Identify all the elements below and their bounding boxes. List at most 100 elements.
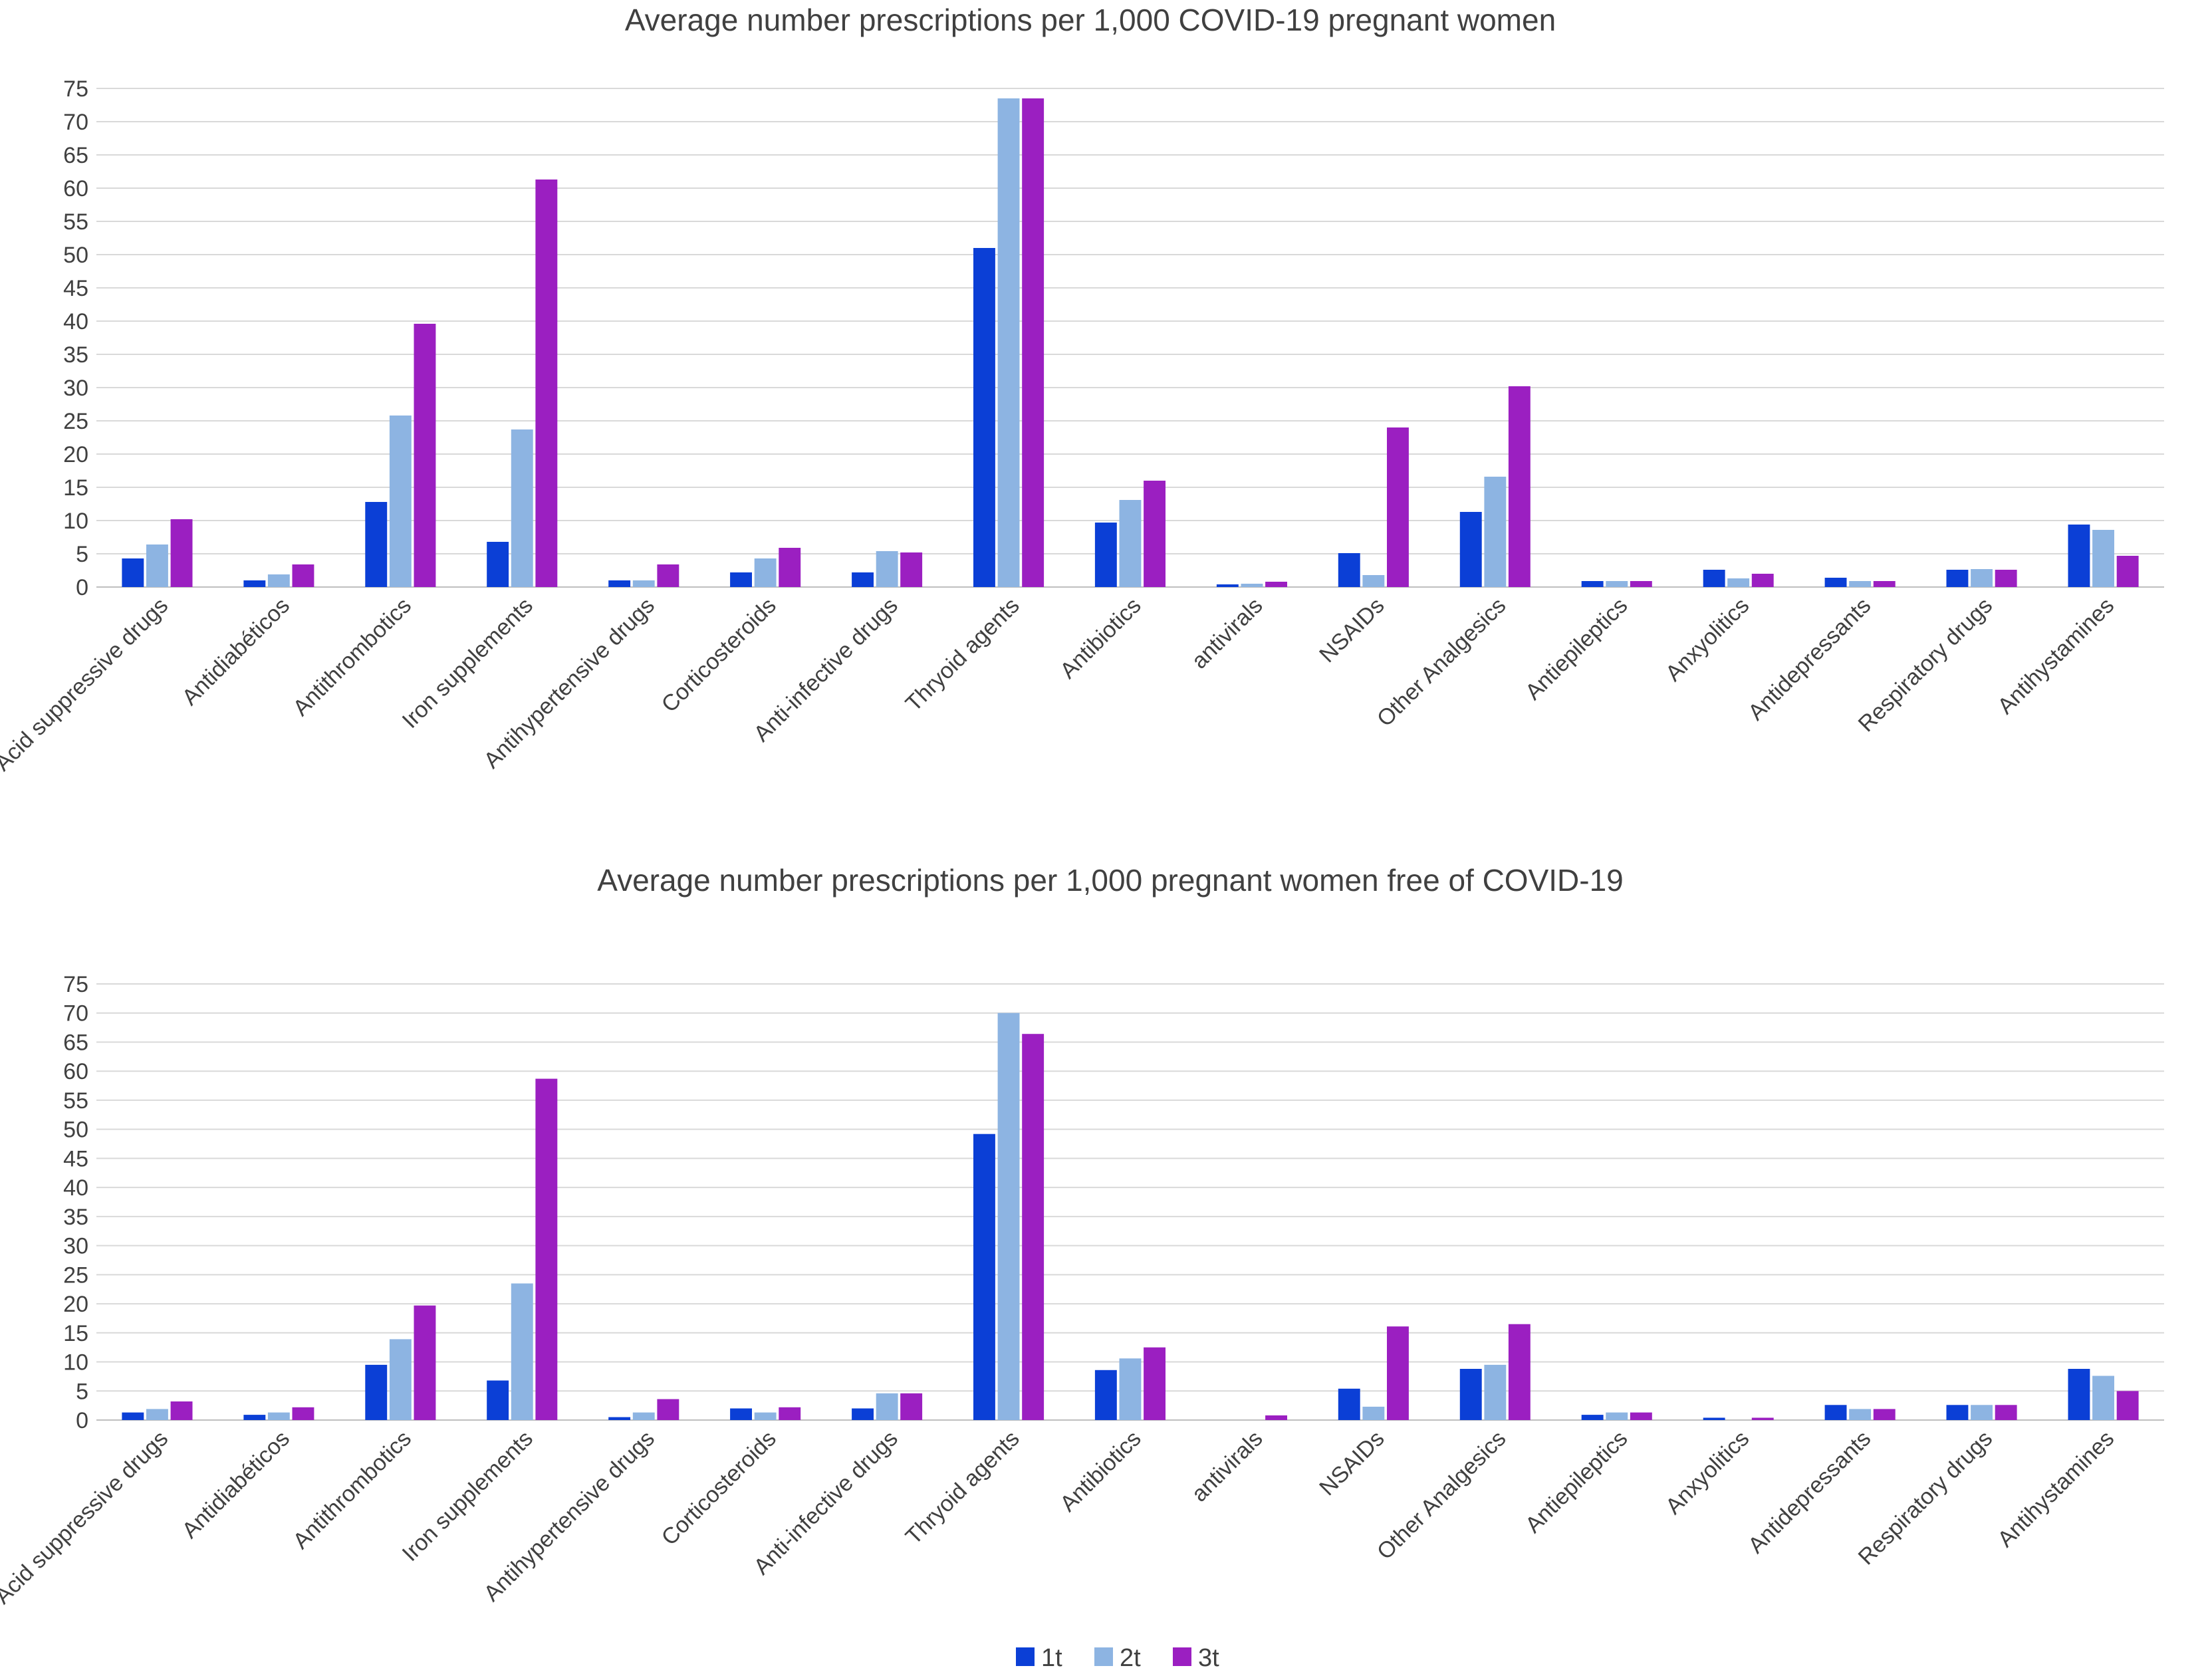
y-tick-label: 10 <box>63 509 88 534</box>
y-tick-label: 30 <box>63 376 88 401</box>
x-tick-label: Antidiabéticos <box>178 1426 295 1544</box>
bar-3t-corticosteroids <box>779 1407 801 1420</box>
y-tick-label: 60 <box>63 176 88 201</box>
bar-1t-acid-suppressive-drugs <box>122 1412 144 1420</box>
bar-2t-antihypertensive-drugs <box>632 580 655 587</box>
y-tick-label: 35 <box>63 342 88 368</box>
bar-1t-antithrombotics <box>365 1364 388 1420</box>
legend-swatch-3t <box>1173 1647 1191 1666</box>
legend-label-1t: 1t <box>1041 1644 1062 1672</box>
x-tick-label: Corticosteroids <box>657 1426 781 1550</box>
bar-2t-other-analgesics <box>1484 1364 1507 1420</box>
chart-bottom-gridlines <box>96 983 2164 1421</box>
bar-2t-anti-infective-drugs <box>876 551 898 587</box>
x-tick-label: Antiepileptics <box>1521 593 1633 705</box>
bar-3t-antithrombotics <box>414 324 436 587</box>
bar-1t-thryoid-agents <box>973 1134 995 1420</box>
bar-1t-respiratory-drugs <box>1946 570 1969 587</box>
legend-label-2t: 2t <box>1120 1644 1141 1672</box>
x-tick-label: Thryoid agents <box>901 593 1025 717</box>
bar-2t-antithrombotics <box>389 1339 412 1420</box>
bar-1t-antiepileptics <box>1581 1415 1604 1420</box>
bar-1t-antihypertensive-drugs <box>608 1417 631 1420</box>
x-tick-label: Anxyolitics <box>1661 1426 1754 1519</box>
x-tick-label: Iron supplements <box>398 593 538 733</box>
bar-2t-respiratory-drugs <box>1971 569 1993 587</box>
bar-1t-antibiotics <box>1094 1370 1117 1420</box>
bar-3t-respiratory-drugs <box>1995 1405 2017 1420</box>
bar-2t-antithrombotics <box>389 416 412 587</box>
y-tick-label: 30 <box>63 1234 88 1259</box>
y-tick-label: 5 <box>76 542 88 567</box>
bar-3t-acid-suppressive-drugs <box>170 1401 193 1420</box>
chart-top-gridlines <box>96 88 2164 588</box>
x-tick-label: Acid suppressive drugs <box>0 593 173 776</box>
bar-3t-antibiotics <box>1144 1347 1166 1420</box>
chart-top-x-ticks: Acid suppressive drugs AntidiabéticosAnti… <box>0 593 2119 776</box>
chart-bottom-y-ticks: 0 5 10 15 20 25 30 35 40 45 50 55 60 65 70 75 <box>63 972 88 1433</box>
y-tick-label: 0 <box>76 1408 88 1433</box>
bar-1t-antithrombotics <box>365 502 388 587</box>
x-tick-label: Antihystamines <box>1993 593 2119 719</box>
bar-1t-other-analgesics <box>1459 512 1482 587</box>
y-tick-label: 75 <box>63 972 88 997</box>
bar-3t-thryoid-agents <box>1022 1034 1044 1420</box>
bar-1t-antidepressants <box>1824 578 1847 587</box>
bar-2t-thryoid-agents <box>997 1013 1020 1420</box>
bar-1t-anti-infective-drugs <box>852 572 874 587</box>
bar-2t-anxyolitics <box>1727 578 1750 587</box>
x-tick-label: Other Analgesics <box>1372 1426 1511 1565</box>
x-tick-label: Antihystamines <box>1993 1426 2119 1552</box>
x-tick-label: NSAIDs <box>1314 593 1389 667</box>
bar-1t-antihystamines <box>2068 1369 2090 1420</box>
bar-3t-antidiabeticos <box>292 1407 314 1420</box>
legend: 1t 2t 3t <box>1016 1644 1219 1672</box>
bar-2t-thryoid-agents <box>997 98 1020 587</box>
chart-top-title: Average number prescriptions per 1,000 C… <box>625 3 1556 37</box>
y-tick-label: 45 <box>63 276 88 301</box>
y-tick-label: 10 <box>63 1350 88 1376</box>
x-tick-label: Anxyolitics <box>1661 593 1754 686</box>
bar-3t-antihystamines <box>2116 1391 2139 1420</box>
y-tick-label: 60 <box>63 1059 88 1084</box>
bar-3t-antivirals <box>1265 582 1287 587</box>
x-tick-label: Iron supplements <box>398 1426 538 1566</box>
bar-2t-corticosteroids <box>754 558 777 587</box>
bar-3t-antidepressants <box>1873 581 1896 587</box>
y-tick-label: 40 <box>63 309 88 334</box>
x-tick-label: NSAIDs <box>1314 1426 1389 1500</box>
y-tick-label: 15 <box>63 1321 88 1346</box>
bar-1t-corticosteroids <box>730 1408 752 1420</box>
bar-2t-antibiotics <box>1119 500 1142 587</box>
y-tick-label: 20 <box>63 442 88 467</box>
bar-3t-anti-infective-drugs <box>900 552 923 587</box>
bar-1t-iron-supplements <box>487 1380 509 1420</box>
bar-2t-antiepileptics <box>1606 581 1628 587</box>
bar-2t-acid-suppressive-drugs <box>146 1409 168 1420</box>
x-tick-label: Antibiotics <box>1055 593 1146 683</box>
bar-1t-other-analgesics <box>1459 1369 1482 1420</box>
bar-3t-antibiotics <box>1144 481 1166 587</box>
bar-3t-iron-supplements <box>535 1078 558 1420</box>
bar-1t-anti-infective-drugs <box>852 1408 874 1420</box>
chart-bottom-title: Average number prescriptions per 1,000 p… <box>597 863 1624 898</box>
bar-3t-other-analgesics <box>1508 1324 1531 1420</box>
bar-3t-antidiabeticos <box>292 564 314 587</box>
bar-2t-antibiotics <box>1119 1358 1142 1420</box>
bar-3t-antithrombotics <box>414 1305 436 1420</box>
bar-1t-antidepressants <box>1824 1405 1847 1420</box>
x-tick-label: Antidepressants <box>1743 593 1876 725</box>
bar-2t-acid-suppressive-drugs <box>146 544 168 587</box>
chart-bottom-x-ticks: Acid suppressive drugs AntidiabéticosAnti… <box>0 1426 2119 1609</box>
bar-2t-anti-infective-drugs <box>876 1393 898 1420</box>
y-tick-label: 65 <box>63 143 88 168</box>
bar-1t-antidiabeticos <box>243 580 266 587</box>
chart-top-y-ticks: 0 5 10 15 20 25 30 35 40 45 50 55 60 65 70 75 <box>63 76 88 600</box>
legend-label-3t: 3t <box>1198 1644 1219 1672</box>
x-tick-label: Antithrombotics <box>288 1426 416 1554</box>
x-tick-label: Thryoid agents <box>901 1426 1025 1550</box>
chart-top-bars <box>122 98 2139 587</box>
bar-2t-antidepressants <box>1849 581 1872 587</box>
bar-1t-anxyolitics <box>1703 570 1725 587</box>
y-tick-label: 0 <box>76 575 88 600</box>
